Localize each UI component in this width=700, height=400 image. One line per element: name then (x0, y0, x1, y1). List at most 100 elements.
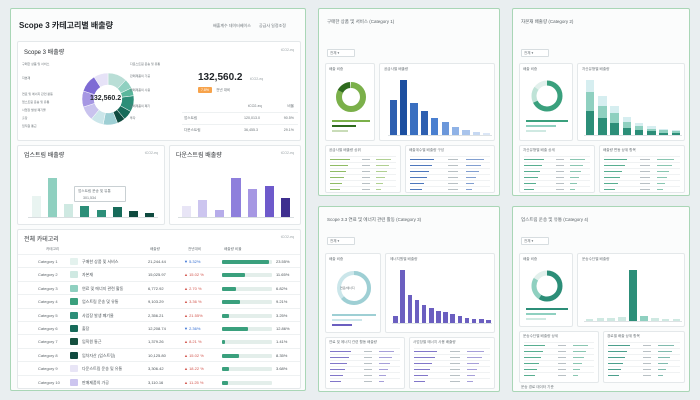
table-row[interactable] (604, 186, 680, 191)
table-row[interactable] (524, 360, 594, 365)
stacked-bar-segment[interactable] (585, 92, 595, 111)
bar[interactable] (462, 129, 470, 135)
bar[interactable] (441, 122, 449, 135)
bar[interactable] (486, 320, 491, 323)
table-row[interactable] (410, 180, 490, 185)
cat3-bar-chart[interactable] (392, 268, 492, 324)
bar[interactable] (436, 310, 441, 323)
table-row[interactable] (604, 168, 680, 173)
table-row[interactable]: Category 9 다운스트림 운송 및 유통 3,306.42 ▲ 18.2… (18, 361, 300, 375)
stacked-bar-segment[interactable] (598, 117, 607, 135)
table-row[interactable] (608, 342, 680, 347)
header-link-supplier-schedule[interactable]: 공급사 일정조정 (259, 23, 286, 28)
table-row[interactable]: Category 5 사업장 발생 폐기물 2,356.21 ▲ 21.55% … (18, 307, 300, 322)
bar[interactable] (585, 318, 594, 321)
stacked-bar-segment[interactable] (634, 126, 644, 131)
table-row[interactable] (414, 366, 490, 371)
table-row[interactable] (524, 342, 594, 347)
cat4-filter-select[interactable]: 전체 ▾ (521, 237, 549, 245)
table-row[interactable] (604, 162, 680, 167)
table-row[interactable] (524, 366, 594, 371)
bar[interactable] (47, 178, 57, 217)
stacked-bar-segment[interactable] (647, 126, 656, 129)
bar[interactable] (450, 314, 456, 323)
stacked-bar-segment[interactable] (634, 122, 644, 127)
stacked-bar-segment[interactable] (634, 130, 644, 135)
table-row[interactable] (330, 354, 400, 359)
table-row[interactable] (524, 354, 594, 359)
bar[interactable] (264, 186, 274, 217)
bar[interactable] (407, 294, 413, 323)
stacked-bar-segment[interactable] (622, 121, 632, 128)
table-row[interactable] (410, 156, 490, 161)
bar[interactable] (596, 318, 605, 321)
bar[interactable] (410, 103, 418, 135)
table-row[interactable] (414, 360, 490, 365)
table-row[interactable] (608, 366, 680, 371)
bar[interactable] (443, 312, 448, 323)
bar[interactable] (181, 205, 191, 217)
table-row[interactable] (414, 354, 490, 359)
bar[interactable] (471, 318, 477, 323)
bar[interactable] (650, 317, 659, 321)
bar[interactable] (629, 270, 637, 321)
bar[interactable] (414, 300, 420, 323)
bar[interactable] (96, 209, 106, 217)
table-row[interactable] (608, 354, 680, 359)
table-row[interactable] (410, 174, 490, 179)
stacked-bar-segment[interactable] (671, 131, 681, 133)
stacked-bar-segment[interactable] (598, 105, 607, 118)
bar[interactable] (472, 131, 481, 135)
stacked-bar-segment[interactable] (622, 127, 632, 135)
cat1-bar-chart[interactable] (388, 78, 492, 136)
bar[interactable] (198, 200, 208, 217)
stacked-bar-segment[interactable] (585, 110, 595, 135)
bar[interactable] (389, 100, 397, 135)
header-link-emission-factor-db[interactable]: 배출계수 데이터베이스 (213, 23, 251, 28)
table-row[interactable] (330, 180, 396, 185)
table-row[interactable]: Category 1 구매한 상품 및 서비스 21,244.44 ▼ 5.32… (18, 254, 300, 268)
bar[interactable] (112, 207, 122, 217)
stacked-bar-segment[interactable] (598, 95, 607, 106)
bar[interactable] (672, 319, 681, 321)
bar[interactable] (431, 117, 439, 135)
table-row[interactable] (604, 156, 680, 161)
bar[interactable] (248, 189, 258, 217)
table-row[interactable] (330, 168, 396, 173)
bar[interactable] (31, 195, 41, 217)
table-row[interactable] (414, 372, 490, 377)
stacked-bar-segment[interactable] (671, 130, 681, 132)
table-row[interactable] (414, 348, 490, 353)
table-row[interactable] (330, 156, 396, 161)
upstream-bar-chart[interactable] (28, 176, 158, 218)
cat4-bar-chart[interactable] (584, 268, 682, 322)
table-row[interactable] (524, 186, 590, 191)
table-row[interactable] (604, 180, 680, 185)
cat2-stacked-bar-chart[interactable] (584, 78, 682, 136)
cat2-filter-select[interactable]: 전체 ▾ (521, 49, 549, 57)
stacked-bar-segment[interactable] (647, 131, 656, 135)
stacked-bar-segment[interactable] (647, 128, 656, 132)
table-row[interactable] (330, 360, 400, 365)
stacked-bar-segment[interactable] (671, 132, 681, 135)
downstream-bar-chart[interactable] (178, 176, 294, 218)
table-row[interactable] (608, 360, 680, 365)
bar[interactable] (420, 110, 429, 135)
table-row[interactable]: Category 7 임직원 통근 1,379.26 ▲ 8.21 % 1.41… (18, 334, 300, 348)
bar[interactable] (428, 307, 434, 323)
table-row[interactable]: Category 2 자본재 15,025.97 ▲ 15.02 % 11.65… (18, 267, 300, 281)
stacked-bar-segment[interactable] (585, 80, 595, 93)
bar[interactable] (80, 206, 90, 217)
bar[interactable] (478, 319, 484, 323)
table-row[interactable] (410, 168, 490, 173)
bar[interactable] (457, 315, 463, 323)
stacked-bar-segment[interactable] (659, 128, 668, 131)
bar[interactable] (607, 317, 616, 321)
bar[interactable] (618, 317, 626, 321)
cat1-filter-select[interactable]: 전체 ▾ (327, 49, 355, 57)
table-row[interactable] (330, 372, 400, 377)
bar[interactable] (145, 212, 155, 217)
table-row[interactable]: Category 6 출장 12,208.74 ▼ 2.36% 12.86% (18, 321, 300, 335)
bar[interactable] (64, 204, 74, 217)
table-row[interactable]: Category 8 임차자산 (업스트림) 10,125.80 ▲ 15.02… (18, 347, 300, 362)
